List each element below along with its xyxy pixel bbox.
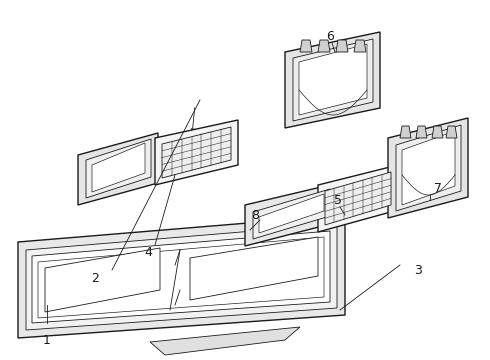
Text: 6: 6 bbox=[326, 30, 334, 42]
Polygon shape bbox=[336, 40, 348, 52]
Polygon shape bbox=[400, 126, 411, 138]
Polygon shape bbox=[396, 125, 461, 211]
Polygon shape bbox=[300, 40, 312, 52]
Polygon shape bbox=[38, 237, 324, 318]
Polygon shape bbox=[26, 224, 337, 330]
Polygon shape bbox=[293, 39, 373, 121]
Polygon shape bbox=[245, 183, 338, 246]
Polygon shape bbox=[416, 126, 427, 138]
Polygon shape bbox=[155, 120, 238, 185]
Polygon shape bbox=[32, 231, 330, 323]
Polygon shape bbox=[150, 327, 300, 355]
Polygon shape bbox=[86, 139, 151, 198]
Polygon shape bbox=[18, 215, 345, 338]
Polygon shape bbox=[285, 32, 380, 128]
Text: 8: 8 bbox=[251, 208, 259, 221]
Text: 2: 2 bbox=[91, 271, 99, 284]
Polygon shape bbox=[45, 248, 160, 312]
Polygon shape bbox=[78, 133, 158, 205]
Polygon shape bbox=[259, 194, 324, 233]
Text: 5: 5 bbox=[334, 194, 342, 207]
Polygon shape bbox=[432, 126, 443, 138]
Polygon shape bbox=[446, 126, 457, 138]
Polygon shape bbox=[92, 143, 145, 192]
Polygon shape bbox=[325, 172, 391, 225]
Polygon shape bbox=[190, 237, 318, 300]
Polygon shape bbox=[318, 40, 330, 52]
Polygon shape bbox=[253, 189, 330, 239]
Polygon shape bbox=[318, 165, 398, 232]
Polygon shape bbox=[299, 44, 367, 115]
Text: 3: 3 bbox=[414, 264, 422, 276]
Polygon shape bbox=[162, 127, 231, 178]
Polygon shape bbox=[354, 40, 366, 52]
Polygon shape bbox=[402, 131, 455, 205]
Polygon shape bbox=[388, 118, 468, 218]
Text: 4: 4 bbox=[144, 246, 152, 258]
Text: 1: 1 bbox=[43, 333, 51, 346]
Text: 7: 7 bbox=[434, 181, 442, 194]
